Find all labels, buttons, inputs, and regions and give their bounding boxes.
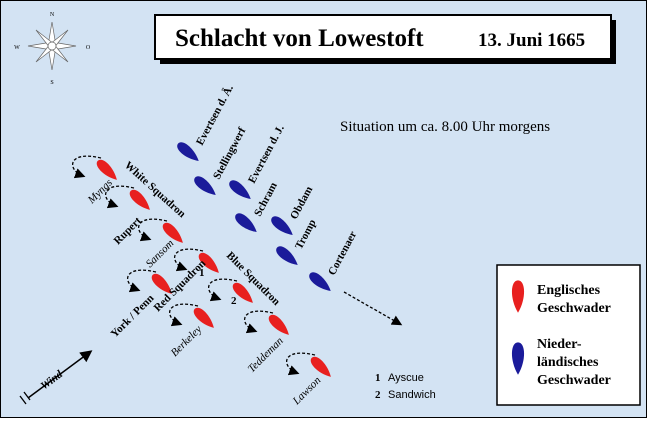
legend-label: ländisches — [537, 355, 599, 370]
compass-o: O — [86, 45, 91, 51]
legend-label: Geschwader — [537, 301, 611, 316]
legend-label: Nieder- — [537, 337, 582, 352]
marker-name: Sandwich — [388, 389, 436, 401]
legend-label: Englisches — [537, 283, 601, 298]
title-box — [154, 14, 612, 60]
title: Schlacht von Lowestoft — [175, 25, 424, 52]
situation: Situation um ca. 8.00 Uhr morgens — [340, 119, 550, 135]
marker-name: Ayscue — [388, 372, 424, 384]
motion-arrow — [343, 291, 403, 326]
compass — [27, 21, 77, 71]
compass-n: N — [50, 12, 55, 18]
compass-s: S — [50, 80, 53, 86]
legend-label: Geschwader — [537, 373, 611, 388]
ship-number: 1 — [199, 267, 205, 279]
marker-number: 2 — [375, 389, 381, 401]
ship-number: 2 — [231, 295, 237, 307]
wind-feathers — [19, 391, 31, 405]
date: 13. Juni 1665 — [478, 30, 585, 51]
compass-w: W — [14, 45, 20, 51]
marker-number: 1 — [375, 372, 381, 384]
wind-arrow — [27, 350, 93, 399]
